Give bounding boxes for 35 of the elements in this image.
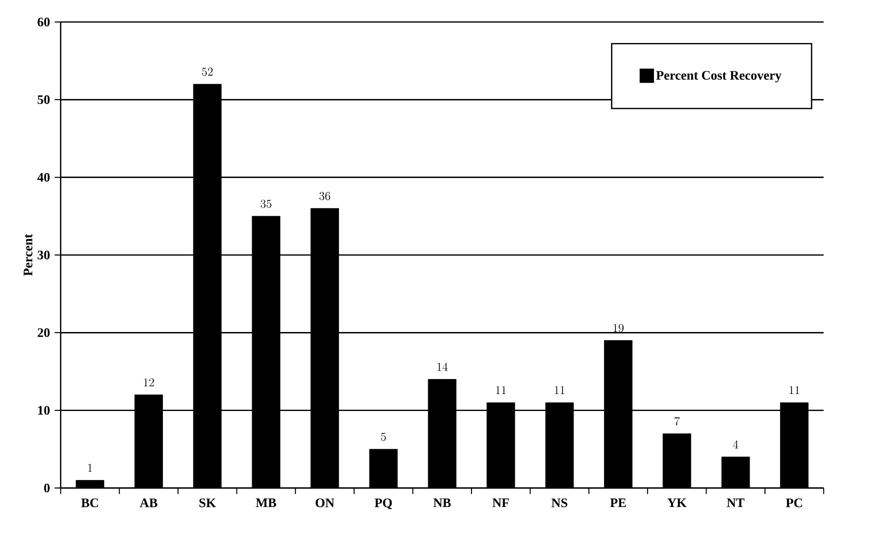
x-tick-label: AB [140,498,158,508]
data-label: 11 [496,386,506,394]
data-label: 7 [674,417,680,426]
data-label: 52 [202,68,213,76]
x-tick-label: PE [610,498,626,507]
x-tick-label: NT [726,498,744,507]
y-tick-label: 50 [38,95,50,104]
y-tick-label: 20 [38,328,50,338]
y-tick-label: 40 [37,172,50,182]
x-tick-label: NB [433,498,451,508]
y-tick-label: 30 [38,250,50,260]
x-tick-label: PQ [374,498,392,510]
data-label: 11 [790,386,800,394]
x-tick-label: ON [316,498,334,508]
x-tick-label: SK [199,498,216,508]
y-tick-label: 10 [38,406,50,415]
x-tick-label: BC [81,498,98,508]
y-axis-title: Percent [24,234,32,276]
x-tick-label: PC [786,498,802,508]
data-label: 5 [381,432,386,441]
x-tick-label: NF [492,498,509,507]
data-label: 11 [554,386,564,394]
legend-label: Percent Cost Recovery [656,71,782,82]
y-tick-label: 0 [44,484,50,492]
x-tick-label: YK [667,498,687,507]
x-tick-label: NS [552,498,568,508]
y-tick-label: 60 [38,18,50,26]
data-label: 19 [613,324,624,332]
data-label: 14 [437,362,448,371]
x-tick-label: MB [256,498,276,508]
data-label: 1 [88,464,92,472]
data-label: 12 [144,378,154,386]
data-label: 36 [319,192,330,200]
data-label: 35 [260,200,272,208]
data-label: 4 [733,440,738,448]
